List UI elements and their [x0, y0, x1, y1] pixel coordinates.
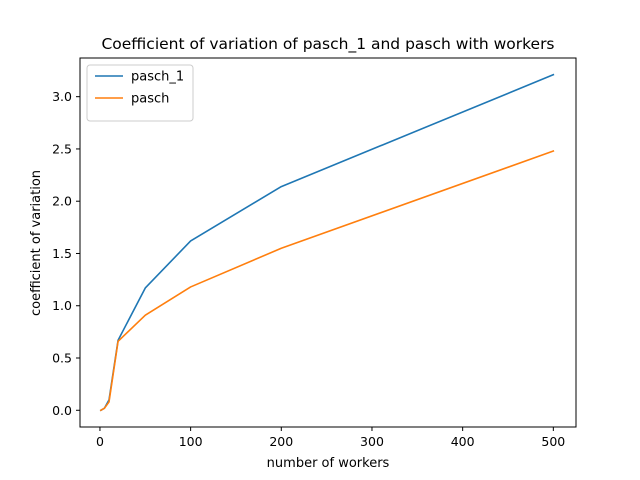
- x-tick-label: 100: [179, 434, 203, 449]
- y-tick-label: 1.5: [52, 246, 72, 261]
- series-layer: [99, 73, 555, 412]
- x-tick-label: 400: [451, 434, 475, 449]
- x-tick-label: 300: [360, 434, 384, 449]
- legend-box: [86, 64, 194, 122]
- x-tick-label: 200: [269, 434, 293, 449]
- y-tick-label: 2.5: [52, 141, 72, 156]
- y-axis-label: coefficient of variation: [29, 170, 44, 316]
- legend-label-pasch_1: pasch_1: [131, 70, 184, 85]
- x-tick-label: 500: [541, 434, 565, 449]
- x-axis-ticks: 0 100 200 300 400 500: [96, 427, 565, 449]
- y-tick-label: 2.0: [52, 194, 72, 209]
- y-tick-label: 3.0: [52, 89, 72, 104]
- y-tick-label: 0.5: [52, 351, 72, 366]
- plot-frame: [79, 57, 577, 428]
- y-axis-ticks: 0.0 0.5 1.0 1.5 2.0 2.5 3.0: [52, 89, 80, 418]
- series-line-pasch: [99, 150, 555, 412]
- y-tick-label: 1.0: [52, 298, 72, 313]
- x-tick-label: 0: [96, 434, 104, 449]
- legend-label-pasch: pasch: [131, 92, 169, 107]
- chart-title: Coefficient of variation of pasch_1 and …: [101, 35, 554, 54]
- y-tick-label: 0.0: [52, 403, 72, 418]
- x-axis-label: number of workers: [267, 456, 390, 471]
